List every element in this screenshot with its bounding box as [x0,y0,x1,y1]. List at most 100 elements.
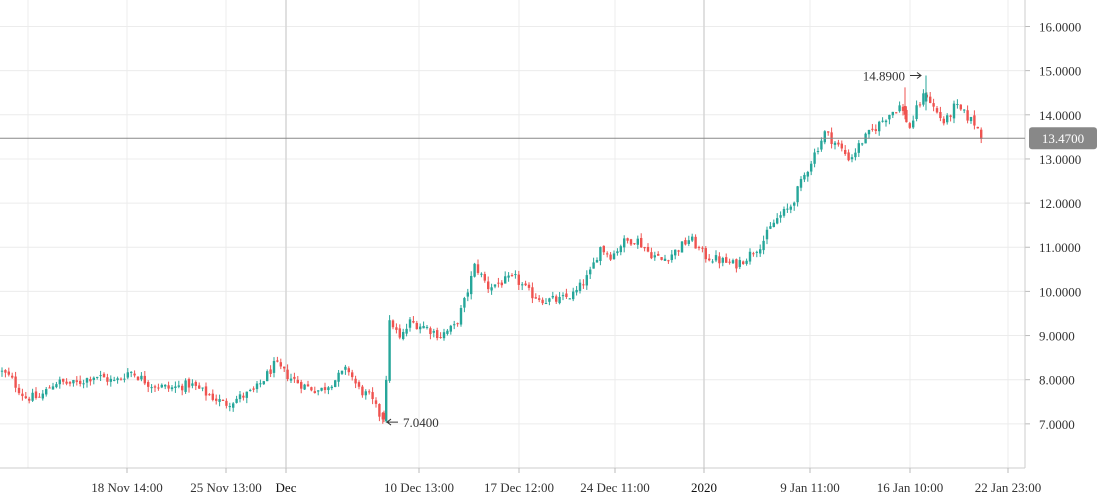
candle-body [334,380,337,388]
candle-body [153,386,157,388]
candle-body [130,371,133,373]
candle-body [966,110,969,121]
y-tick-label: 12.0000 [1039,196,1081,211]
candle-body [429,328,432,335]
candle-body [636,238,639,245]
candle-body [708,258,711,261]
candle-body [89,379,92,382]
candle-body [912,120,915,128]
candle-body [963,109,966,111]
candle-body [368,391,371,393]
candle-body [374,400,378,404]
candle-body [915,105,918,120]
candle-body [891,111,894,116]
candle-body [235,398,238,403]
min-price-label: 7.0400 [403,415,439,430]
candle-body [361,386,364,396]
candle-body [878,121,881,132]
candle-body [255,383,259,390]
current-price-label: 13.4700 [1042,131,1084,146]
candle-body [187,379,191,388]
candle-body [147,382,150,387]
candle-body [895,112,898,114]
candle-body [266,371,269,382]
candle-body [871,128,874,130]
grid-layer [0,0,1025,468]
candle-body [752,253,755,255]
candle-body [497,282,500,284]
candle-body [378,404,381,417]
candle-body [623,238,626,248]
candle-body [924,92,928,102]
candle-body [612,253,616,260]
candle-body [738,260,741,267]
candle-body [293,376,296,379]
candle-body [320,387,323,391]
candle-body [731,260,735,264]
candle-body [918,104,922,106]
candle-body [395,327,398,330]
candle-body [425,326,429,328]
candle-body [881,120,884,122]
candle-body [184,380,187,392]
candle-body [745,260,748,264]
candle-body [616,251,619,254]
x-tick-label: 10 Dec 13:00 [384,480,454,495]
candle-body [725,257,728,263]
candle-body [663,258,667,261]
candle-body [442,332,446,339]
candle-body [55,384,58,388]
x-tick-label: 24 Dec 11:00 [580,480,650,495]
candle-body [41,393,44,399]
candle-body [347,368,350,373]
candle-body [721,258,724,263]
x-tick-label: 17 Dec 12:00 [484,480,554,495]
candle-body [310,387,313,391]
candle-body [385,379,388,422]
candle-body [942,118,945,124]
candle-body [48,387,51,389]
candle-body [660,257,663,260]
y-tick-label: 15.0000 [1039,64,1081,79]
candle-body [898,105,901,112]
candle-body [85,378,89,383]
candle-body [58,379,61,385]
candle-body [116,378,119,381]
candle-body [476,264,480,273]
candle-body [38,396,41,398]
candle-body [306,384,310,387]
candle-body [714,255,718,261]
candle-body [728,261,731,263]
candle-body [558,296,561,304]
candle-body [330,386,333,389]
candle-body [456,323,459,325]
candle-body [952,103,956,119]
candle-body [670,254,673,261]
candle-body [531,287,534,299]
candle-body [551,295,554,298]
candle-body [463,298,466,308]
candle-body [17,387,21,394]
candle-body [949,115,952,117]
candle-body [765,229,769,240]
candle-body [119,378,123,380]
candle-body [901,106,905,111]
x-tick-label: 25 Nov 13:00 [190,480,262,495]
candle-body [691,236,694,241]
candle-body [483,274,486,281]
x-tick-label: 9 Jan 11:00 [780,480,839,495]
candle-body [837,142,840,145]
candle-body [371,392,374,400]
candle-body [218,399,221,402]
current-price-tag [1029,127,1097,150]
candle-body [211,393,214,400]
candle-body [735,259,738,269]
candle-body [874,129,877,131]
candle-body [922,93,925,105]
candle-body [204,386,208,396]
x-tick-label: 22 Jan 23:00 [975,480,1041,495]
candle-body [317,390,320,392]
candle-body [470,275,473,295]
candle-body [177,385,180,387]
